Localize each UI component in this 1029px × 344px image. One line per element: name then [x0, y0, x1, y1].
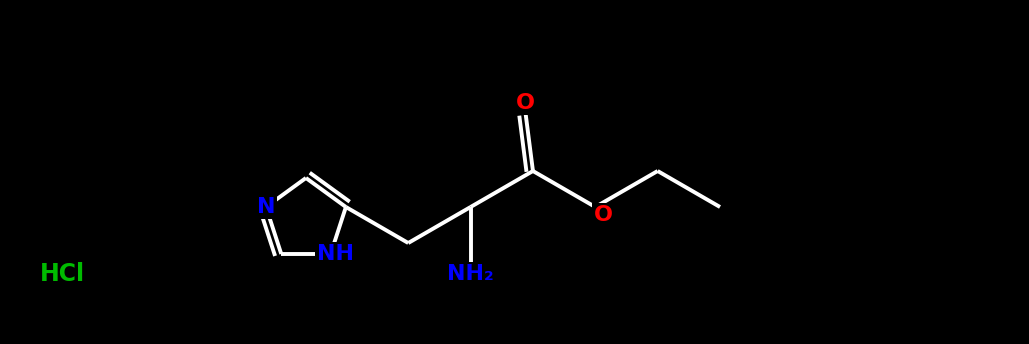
Text: NH: NH [317, 244, 354, 264]
Text: O: O [594, 205, 613, 225]
Text: NH₂: NH₂ [448, 264, 494, 284]
Text: N: N [257, 197, 275, 217]
Text: O: O [517, 93, 535, 113]
Text: HCl: HCl [39, 262, 84, 286]
